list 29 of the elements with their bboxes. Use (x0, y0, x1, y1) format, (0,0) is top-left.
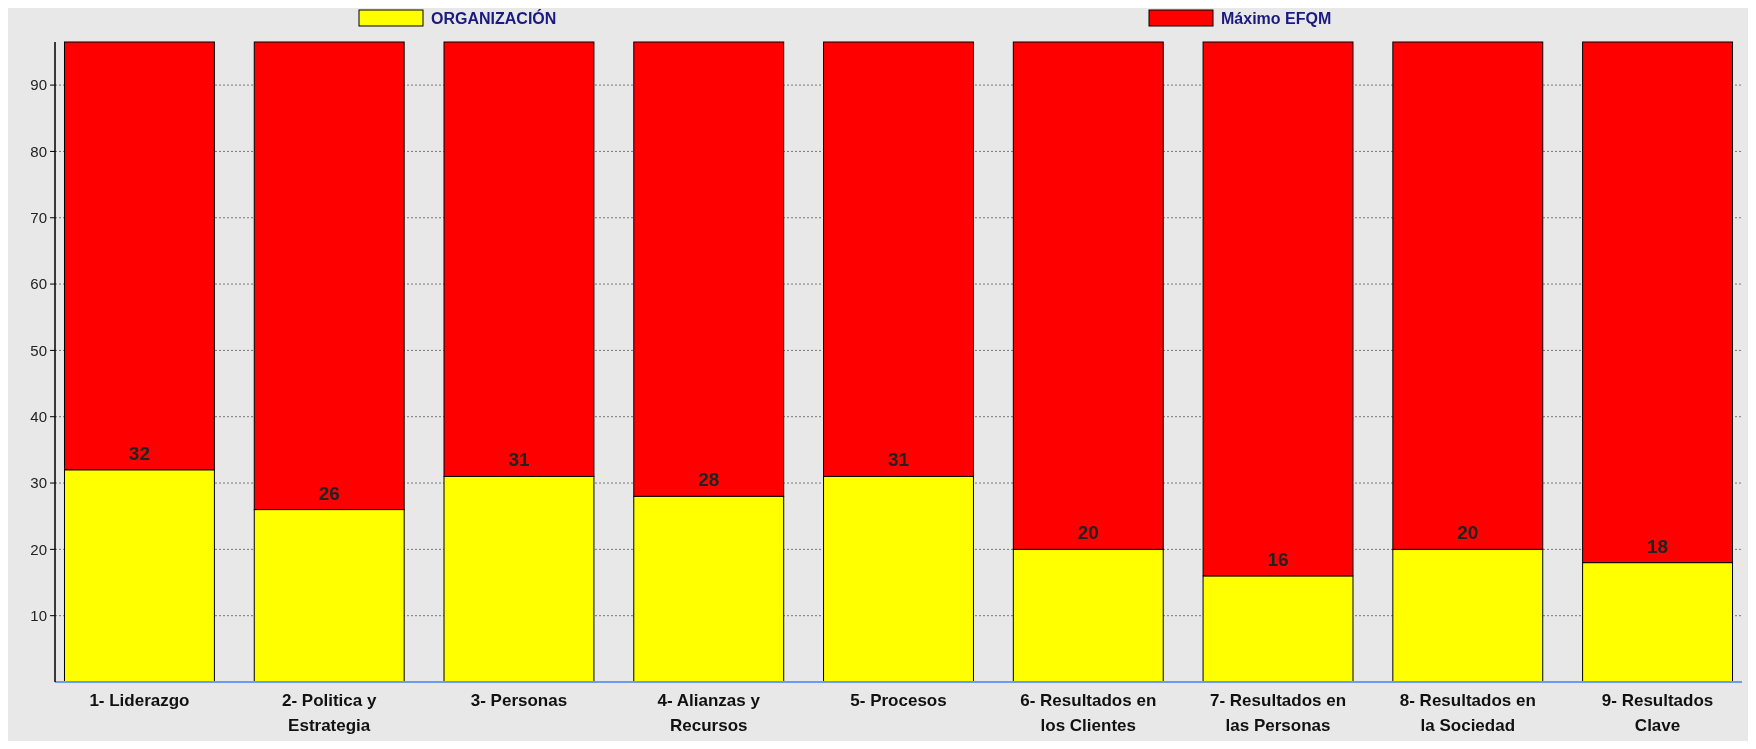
y-tick-label: 40 (30, 407, 47, 425)
data-label: 16 (1267, 548, 1289, 570)
x-tick-label: 2- Politica y Estrategia (281, 691, 377, 735)
data-label: 26 (318, 482, 340, 504)
data-label: 28 (698, 469, 720, 491)
data-label: 18 (1646, 535, 1669, 557)
x-tick-label: 4- Alianzas y Recursos (657, 691, 761, 735)
x-tick-label: 7- Resultados en las Personas (1210, 691, 1347, 735)
data-label: 20 (1457, 522, 1479, 544)
data-label: 31 (887, 449, 910, 471)
y-tick-label: 80 (30, 142, 47, 160)
legend-label: ORGANIZACIÓN (431, 9, 557, 27)
x-tick-label: 9- Resultados Clave (1601, 691, 1714, 735)
y-tick-label: 20 (30, 540, 47, 558)
x-tick-label: 1- Liderazgo (89, 691, 190, 710)
y-tick-label: 10 (30, 606, 47, 624)
x-tick-label: 3- Personas (470, 691, 568, 710)
x-tick-label: 8- Resultados en la Sociedad (1399, 691, 1536, 735)
x-tick-label: 5- Procesos (850, 691, 947, 710)
data-label: 32 (128, 442, 151, 464)
y-tick-label: 60 (30, 275, 47, 293)
y-tick-label: 50 (30, 341, 47, 359)
y-tick-label: 30 (30, 474, 47, 492)
x-tick-label: 6- Resultados en los Clientes (1020, 691, 1157, 735)
legend-label: Máximo EFQM (1221, 10, 1332, 27)
y-tick-label: 90 (30, 76, 47, 94)
data-label: 20 (1077, 522, 1099, 544)
data-label: 31 (508, 449, 530, 471)
y-tick-label: 70 (30, 209, 47, 226)
